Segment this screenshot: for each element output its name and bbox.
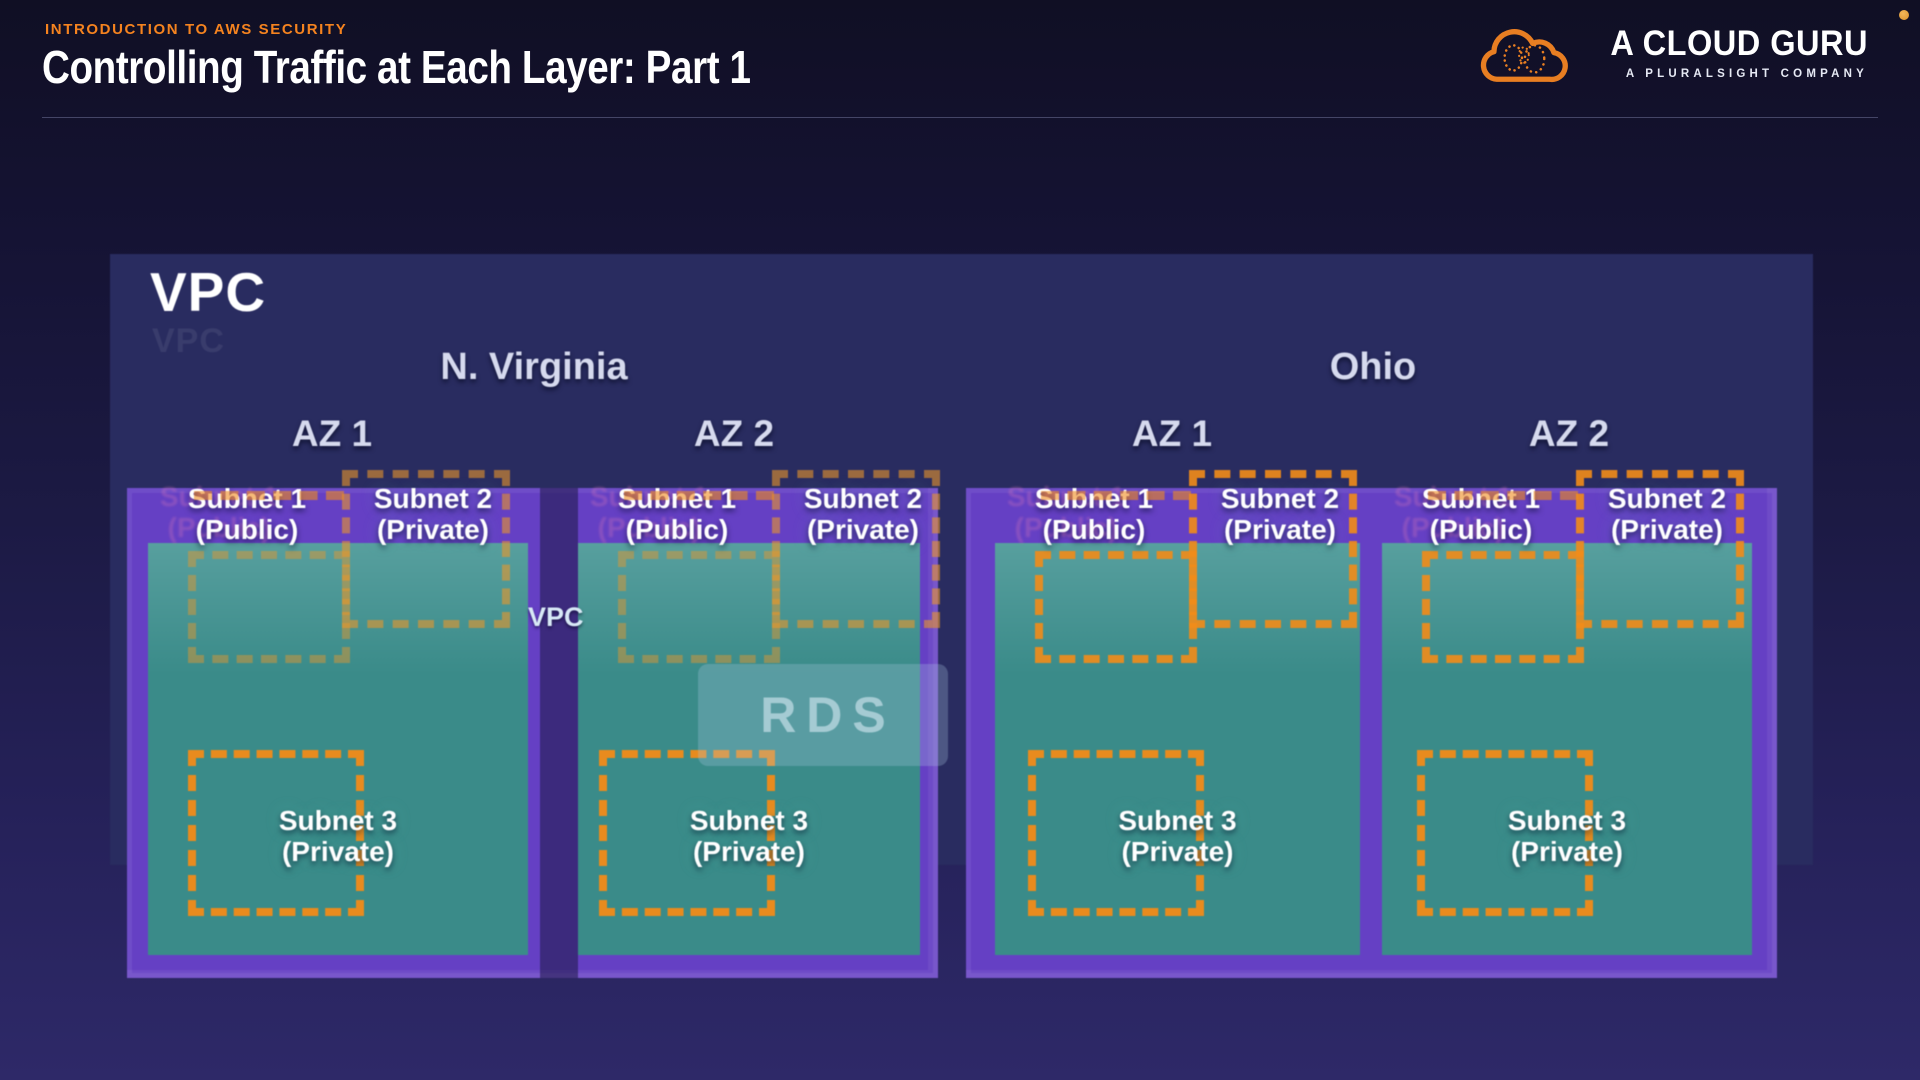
subnet3-dashed-box — [599, 750, 775, 916]
subnet2-label: Subnet 2 (Private) — [768, 483, 958, 545]
subnet1-type: (Public) — [195, 514, 299, 545]
subnet3-type: (Private) — [281, 836, 395, 867]
az-box-nva-az2: Subnet 1 (Public) Subnet 2 (Private) Sub… — [578, 470, 940, 955]
subnet3-label: Subnet 3 (Private) — [238, 805, 438, 867]
subnet3-dashed-box — [1027, 750, 1204, 916]
az-box-ohio-az2: Subnet 1 (Public) Subnet 2 (Private) Sub… — [1382, 470, 1752, 955]
subnet2-dashed-box — [1576, 470, 1744, 628]
az-label-ohio-az2: AZ 2 — [1528, 413, 1610, 454]
vpc-mid-ghost-label: VPC — [528, 602, 584, 632]
az-box-ohio-az1: Subnet 1 (Public) Subnet 2 (Private) Sub… — [995, 470, 1360, 955]
header-divider — [42, 117, 1878, 118]
ghost-dash-artifact — [1041, 491, 1191, 500]
region-seam-ghost — [540, 488, 578, 978]
subnet3-name: Subnet 3 — [278, 805, 398, 836]
subnet2-dashed-box — [772, 470, 940, 628]
brand-name: A CLOUD GURU — [1610, 24, 1868, 63]
subnet1-type: (Public) — [625, 514, 729, 545]
subnet1-dashed-box — [1035, 551, 1197, 663]
ghost-dash-artifact — [1428, 491, 1578, 500]
subnet3-label: Subnet 3 (Private) — [1078, 805, 1278, 867]
vpc-ghost-label: VPC — [152, 322, 225, 360]
subnet3-name: Subnet 3 — [1507, 805, 1627, 836]
recording-indicator-dot — [1899, 10, 1909, 20]
subnet2-dashed-box — [342, 470, 510, 628]
subnet2-label: Subnet 2 (Private) — [338, 483, 528, 545]
rds-overlay-box: RDS — [698, 664, 948, 766]
subnet2-type: (Private) — [376, 514, 490, 545]
subnet2-name: Subnet 2 — [373, 483, 493, 514]
az-label-ohio-az1: AZ 1 — [1131, 413, 1213, 454]
brand-tagline: A PLURALSIGHT COMPANY — [1625, 68, 1868, 80]
page-title: Controlling Traffic at Each Layer: Part … — [42, 41, 751, 93]
subnet2-type: (Private) — [806, 514, 920, 545]
subnet3-name: Subnet 3 — [1118, 805, 1237, 836]
subnet2-dashed-box — [1189, 470, 1357, 628]
az-label-nva-az2: AZ 2 — [693, 413, 775, 454]
course-kicker: INTRODUCTION TO AWS SECURITY — [45, 21, 348, 38]
subnet2-label: Subnet 2 (Private) — [1185, 483, 1375, 545]
subnet3-label: Subnet 3 (Private) — [649, 805, 849, 867]
subnet3-name: Subnet 3 — [689, 805, 809, 836]
subnet2-name: Subnet 2 — [1607, 483, 1727, 514]
subnet1-dashed-box — [618, 551, 780, 663]
subnet3-type: (Private) — [692, 836, 806, 867]
subnet1-type: (Public) — [1042, 514, 1146, 545]
az-box-nva-az1: Subnet 1 (Public) Subnet 2 (Private) Sub… — [148, 470, 528, 955]
subnet1-type: (Public) — [1429, 514, 1533, 545]
subnet3-type: (Private) — [1121, 836, 1234, 867]
subnet3-label: Subnet 3 (Private) — [1467, 805, 1667, 867]
az-label-nva-az1: AZ 1 — [291, 413, 373, 454]
region-label-ohio: Ohio — [1329, 346, 1417, 388]
subnet2-label: Subnet 2 (Private) — [1572, 483, 1762, 545]
cloud-icon — [1480, 29, 1568, 83]
subnet3-dashed-box — [188, 750, 364, 916]
rds-label: RDS — [760, 687, 896, 743]
subnet1-dashed-box — [188, 551, 350, 663]
subnet2-type: (Private) — [1610, 514, 1724, 545]
subnet3-dashed-box — [1417, 750, 1593, 916]
vpc-title-label: VPC — [150, 261, 267, 323]
subnet1-dashed-box — [1422, 551, 1584, 663]
region-label-n-virginia: N. Virginia — [440, 346, 628, 388]
brand-logo: A CLOUD GURU A PLURALSIGHT COMPANY — [1473, 24, 1868, 86]
subnet2-type: (Private) — [1223, 514, 1337, 545]
ghost-dash-artifact — [624, 491, 774, 500]
brand-text: A CLOUD GURU A PLURALSIGHT COMPANY — [1591, 24, 1868, 80]
ghost-dash-artifact — [194, 491, 344, 500]
subnet3-type: (Private) — [1510, 836, 1624, 867]
subnet2-name: Subnet 2 — [1220, 483, 1340, 514]
subnet2-name: Subnet 2 — [803, 483, 923, 514]
